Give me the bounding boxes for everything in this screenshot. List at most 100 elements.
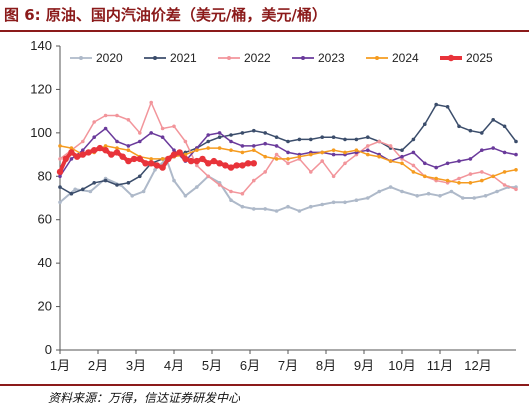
data-point-2025 [250,160,257,167]
data-point-2020 [252,207,256,211]
data-point-2022 [183,139,188,144]
data-point-2023 [217,131,222,135]
legend-marker-2023 [301,56,305,60]
data-point-2023 [172,148,176,152]
data-point-2024 [252,148,256,152]
data-point-2023 [92,135,96,139]
data-point-2024 [457,181,461,185]
data-point-2025 [148,160,155,167]
data-point-2020 [366,196,370,200]
data-point-2020 [274,209,279,213]
data-point-2020 [388,185,393,189]
data-point-2024 [229,148,233,152]
figure-title: 图 6: 原油、国内汽油价差（美元/桶，美元/桶） [4,6,327,24]
data-point-2022 [502,183,507,187]
data-point-2021 [81,187,85,192]
data-point-2024 [434,176,439,181]
x-tick-label: 3月 [126,358,146,373]
legend-marker-2024 [375,56,379,60]
data-point-2024 [480,178,484,183]
data-point-2021 [502,124,507,129]
data-point-2022 [331,174,336,179]
data-point-2022 [457,176,461,181]
data-point-2024 [514,168,518,172]
data-point-2021 [514,139,518,144]
y-tick-label: 120 [30,81,52,96]
y-tick-label: 20 [38,299,52,314]
data-point-2023 [263,141,268,146]
data-point-2023 [58,174,62,179]
data-point-2022 [115,113,119,118]
data-point-2025 [210,157,218,165]
data-point-2022 [366,144,370,148]
data-point-2023 [69,157,74,161]
data-point-2022 [172,124,176,129]
data-point-2021 [58,185,62,189]
data-point-2022 [229,189,233,194]
data-point-2020 [449,189,454,194]
x-tick-label: 10月 [388,358,415,373]
data-point-2021 [423,122,427,126]
data-point-2025 [62,155,69,163]
data-point-2025 [187,157,195,165]
data-point-2023 [240,144,245,148]
data-point-2021 [343,137,347,142]
data-point-2020 [229,198,233,202]
footer-divider [0,384,529,386]
data-point-2021 [480,131,484,135]
data-point-2025 [222,162,229,169]
data-point-2021 [320,135,325,139]
data-point-2025 [182,155,189,163]
data-point-2021 [400,148,404,152]
data-point-2022 [274,152,279,157]
data-point-2021 [457,124,461,129]
data-point-2022 [217,183,222,187]
data-point-2025 [233,162,240,169]
data-point-2021 [115,183,119,187]
data-point-2021 [468,128,473,133]
data-point-2020 [153,168,157,172]
data-point-2025 [56,168,64,176]
data-point-2021 [434,102,439,107]
data-point-2024 [286,157,290,161]
data-point-2023 [468,157,473,161]
data-point-2023 [400,154,404,159]
data-point-2024 [149,157,153,161]
data-point-2022 [377,139,382,144]
y-tick-label: 140 [30,38,52,53]
data-point-2023 [445,161,450,166]
data-point-2023 [286,150,290,155]
data-point-2020 [309,204,313,209]
data-point-2021 [69,191,74,196]
data-point-2023 [160,135,165,139]
data-point-2021 [252,128,256,133]
title-bar: 图 6: 原油、国内汽油价差（美元/桶，美元/桶） [0,0,529,32]
data-point-2022 [343,161,347,166]
data-point-2022 [468,172,473,176]
data-point-2023 [491,146,496,150]
y-tick-label: 40 [38,255,52,270]
x-tick-label: 11月 [427,358,454,373]
data-point-2022 [320,159,325,163]
data-point-2021 [286,139,290,144]
data-point-2024 [366,152,370,157]
data-point-2021 [297,137,302,142]
data-point-2020 [483,194,488,198]
data-point-2023 [81,148,85,152]
data-point-2022 [286,161,290,166]
data-point-2023 [149,131,153,135]
data-point-2022 [252,178,256,183]
legend-label-2023: 2023 [318,51,345,65]
data-point-2021 [331,135,336,139]
data-point-2025 [142,160,149,167]
data-point-2022 [514,187,518,192]
data-point-2023 [457,159,461,163]
data-point-2025 [176,149,183,156]
data-point-2024 [58,144,62,148]
data-point-2024 [240,150,245,155]
data-point-2024 [297,154,302,159]
data-point-2020 [183,194,188,198]
data-point-2025 [73,153,81,160]
data-point-2021 [366,135,370,139]
legend-label-2024: 2024 [392,51,419,65]
